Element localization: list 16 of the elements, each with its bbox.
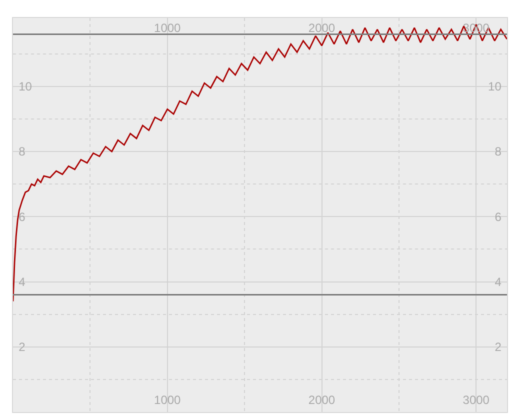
y-tick-label: 2: [18, 340, 26, 354]
x2-tick-label: 2000: [308, 21, 336, 35]
line-series: [13, 24, 507, 302]
y-tick-label: 8: [18, 144, 26, 159]
y-tick-label: 4: [18, 274, 26, 289]
y2-tick-label: 6: [494, 210, 502, 224]
x-tick-label: 2000: [308, 393, 336, 407]
y-tick-label: 6: [18, 210, 26, 224]
y2-tick-label: 10: [488, 80, 502, 94]
x2-tick-label: 1000: [154, 21, 182, 35]
x-tick-label: 1000: [154, 393, 182, 407]
y-tick-label: 10: [18, 80, 32, 94]
y2-tick-label: 8: [494, 144, 502, 159]
y2-tick-label: 2: [494, 340, 502, 354]
x-tick-label: 3000: [462, 393, 490, 407]
y2-tick-label: 4: [494, 274, 502, 289]
